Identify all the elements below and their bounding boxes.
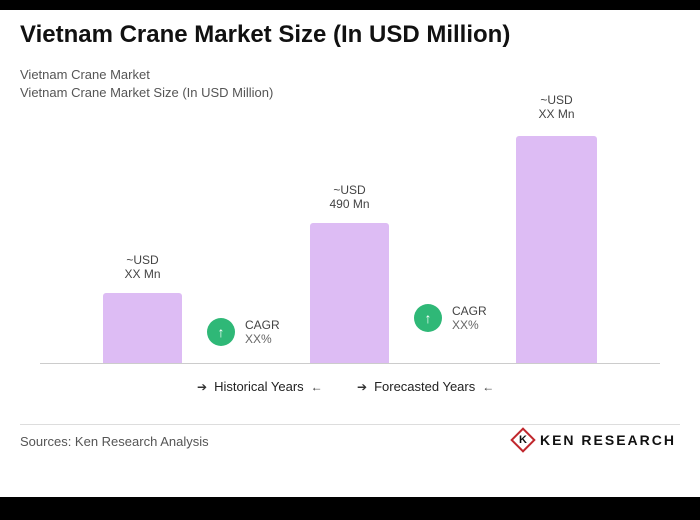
arrow-left-icon: ←: [482, 379, 495, 394]
bar-value-line1: ~USD: [540, 93, 573, 107]
chart-subtitle-line2: Vietnam Crane Market Size (In USD Millio…: [20, 85, 274, 100]
bottom-accent-bar: [0, 497, 700, 520]
bar-value-label: ~USD 490 Mn: [310, 183, 389, 211]
growth-up-arrow-icon: ↑: [207, 318, 235, 346]
arrow-right-icon: ➔: [197, 379, 208, 394]
bar-value-label: ~USD XX Mn: [516, 93, 597, 121]
page-title: Vietnam Crane Market Size (In USD Millio…: [20, 21, 511, 48]
axis-group-forecasted: ➔ Forecasted Years ←: [357, 379, 494, 394]
cagr-value: XX%: [452, 318, 479, 332]
logo-mark-letter: K: [519, 433, 527, 446]
bar-3: [516, 136, 597, 363]
sources-text: Sources: Ken Research Analysis: [20, 434, 209, 449]
bar-value-line2: XX Mn: [124, 267, 161, 281]
logo-text: KEN RESEARCH: [539, 432, 676, 448]
footer-divider: [20, 424, 680, 425]
cagr-label: CAGR: [452, 304, 487, 318]
arrow-left-icon: ←: [310, 379, 323, 394]
cagr-value: XX%: [245, 332, 272, 346]
bar-value-line1: ~USD: [126, 253, 159, 267]
bar-2: [310, 223, 389, 363]
chart-subtitle-line1: Vietnam Crane Market: [20, 67, 150, 82]
cagr-badge: ↑ CAGR XX%: [207, 318, 280, 346]
axis-group-label: Forecasted Years: [374, 379, 476, 394]
bar-value-line2: 490 Mn: [329, 197, 370, 211]
bar-value-line1: ~USD: [333, 183, 366, 197]
x-axis-baseline: [40, 363, 660, 364]
bar-value-label: ~USD XX Mn: [103, 253, 182, 281]
cagr-text: CAGR XX%: [452, 304, 487, 332]
cagr-text: CAGR XX%: [245, 318, 280, 346]
bar-1: [103, 293, 182, 363]
cagr-badge: ↑ CAGR XX%: [414, 304, 487, 332]
axis-group-historical: ➔ Historical Years ←: [197, 379, 323, 394]
axis-group-label: Historical Years: [214, 379, 304, 394]
growth-up-arrow-icon: ↑: [414, 304, 442, 332]
cagr-label: CAGR: [245, 318, 280, 332]
top-accent-bar: [0, 0, 700, 10]
logo-mark-icon: K: [510, 427, 536, 453]
bar-value-line2: XX Mn: [538, 107, 575, 121]
ken-research-logo: K KEN RESEARCH: [510, 427, 676, 453]
arrow-right-icon: ➔: [357, 379, 368, 394]
